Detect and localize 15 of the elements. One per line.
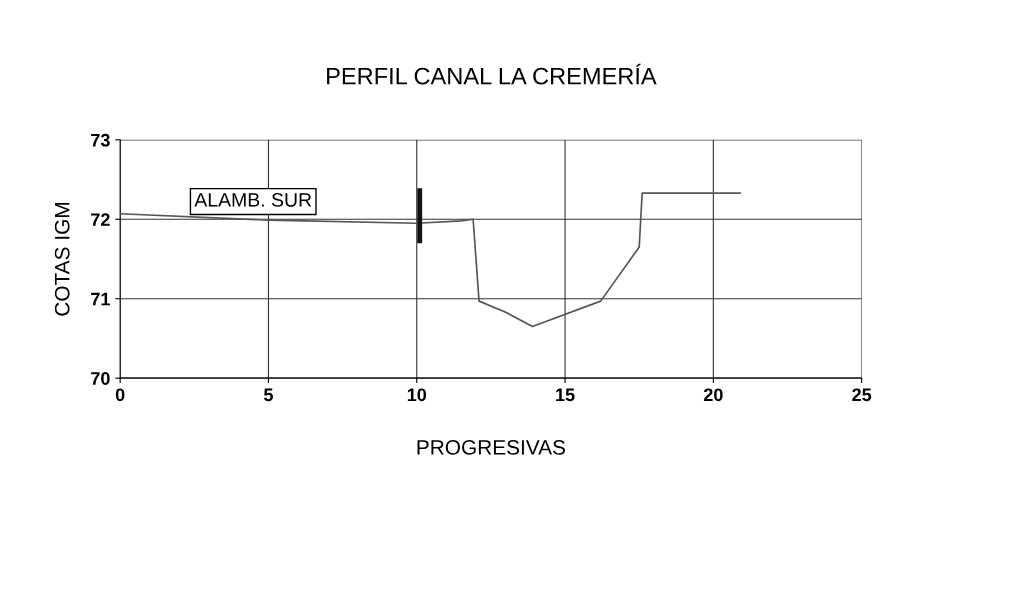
x-tick-label: 10 (407, 388, 427, 402)
x-tick-label: 5 (263, 388, 273, 402)
y-tick-label: 71 (91, 292, 110, 306)
chart-title: PERFIL CANAL LA CREMERÍA (327, 63, 657, 85)
x-tick-label: 20 (703, 388, 723, 402)
x-tick-label: 0 (115, 388, 125, 402)
annotation: ALAMB. SUR (194, 193, 312, 207)
x-tick-label: 15 (556, 388, 575, 402)
y-tick-label: 73 (91, 133, 110, 147)
y-tick-label: 72 (91, 213, 110, 226)
y-axis-title: COTAS IGM (54, 203, 70, 316)
line-series (120, 192, 741, 328)
x-axis-title: PROGRESIVAS (417, 440, 566, 455)
x-tick-label: 25 (852, 388, 872, 402)
y-tick-label: 70 (91, 372, 110, 385)
